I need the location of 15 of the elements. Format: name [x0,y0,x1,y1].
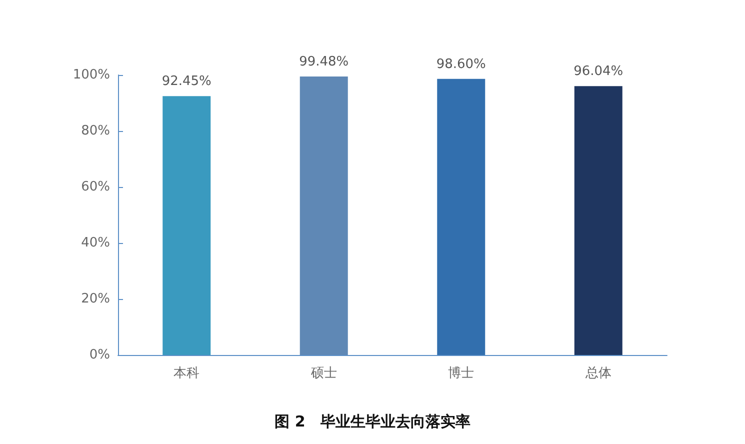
x-tick-label: 总体 [584,366,612,381]
data-label: 98.60% [436,56,486,72]
x-tick-label: 本科 [174,366,200,381]
y-tick-label: 40% [81,236,110,250]
text: 图 2 毕业生毕业去向落实率 [274,412,470,430]
x-tick-label: 硕士 [310,366,337,381]
data-label: 96.04% [574,64,624,80]
y-tick-label: 80% [81,124,110,138]
y-tick-label: 20% [81,292,110,306]
y-tick-label: 100% [72,68,110,82]
data-label: 99.48% [299,54,349,70]
y-tick-label: 60% [81,180,110,194]
y-tick-label: 0% [89,348,110,362]
x-tick-label: 博士 [448,366,474,381]
data-label: 92.45% [162,74,212,90]
